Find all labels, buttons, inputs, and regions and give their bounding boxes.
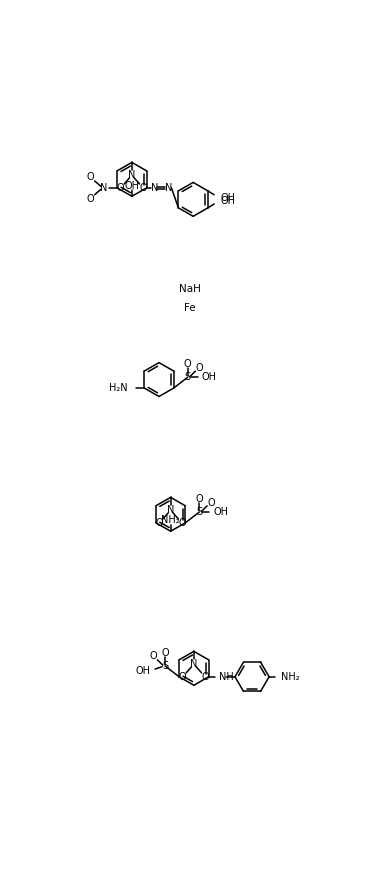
Text: N: N xyxy=(151,183,158,193)
Text: N: N xyxy=(164,183,172,193)
Text: S: S xyxy=(196,507,203,517)
Text: N: N xyxy=(167,505,174,515)
Text: O: O xyxy=(184,359,191,369)
Text: O: O xyxy=(207,497,215,508)
Text: N: N xyxy=(128,171,135,181)
Text: O: O xyxy=(87,194,95,204)
Text: OH: OH xyxy=(124,181,140,190)
Text: H₂N: H₂N xyxy=(109,383,127,393)
Text: NH₂: NH₂ xyxy=(161,515,180,525)
Text: OH: OH xyxy=(135,666,150,675)
Text: OH: OH xyxy=(220,196,235,206)
Text: O: O xyxy=(195,494,203,504)
Text: OH: OH xyxy=(220,193,235,203)
Text: O: O xyxy=(195,363,203,373)
Text: O: O xyxy=(162,648,169,658)
Text: O: O xyxy=(150,651,157,661)
Text: OH: OH xyxy=(213,507,228,517)
Text: Fe: Fe xyxy=(184,303,196,313)
Text: O: O xyxy=(155,518,163,527)
Text: N: N xyxy=(190,659,198,669)
Text: NH: NH xyxy=(219,672,234,681)
Text: OH: OH xyxy=(202,373,217,382)
Text: N: N xyxy=(100,183,108,193)
Text: S: S xyxy=(185,373,191,382)
Text: O: O xyxy=(202,672,209,681)
Text: O: O xyxy=(87,172,95,182)
Text: S: S xyxy=(162,661,168,671)
Text: O: O xyxy=(178,672,186,681)
Text: O: O xyxy=(116,183,124,193)
Text: O: O xyxy=(140,183,147,193)
Text: NH₂: NH₂ xyxy=(282,672,300,681)
Text: NaH: NaH xyxy=(179,284,201,294)
Text: O: O xyxy=(178,518,186,527)
